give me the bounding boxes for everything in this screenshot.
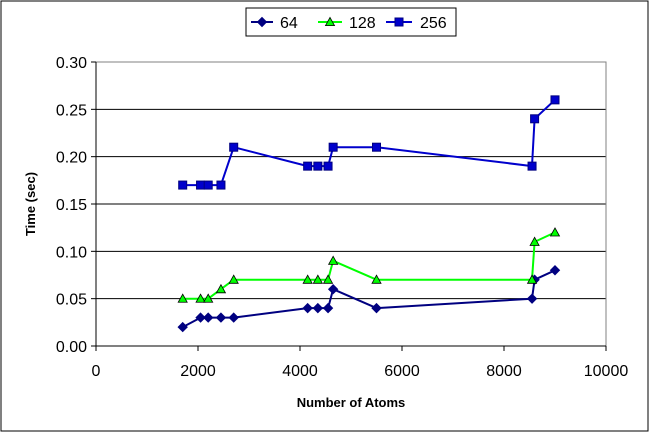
data-point-64	[371, 302, 382, 314]
data-point-64	[526, 293, 538, 304]
axes: 0.00 0.05 0.10 0.15 0.20 0.25 0.30 0 2000 4000 600…	[56, 55, 628, 380]
data-point-256	[303, 161, 313, 171]
data-point-128	[195, 293, 206, 303]
data-point-64	[302, 302, 313, 314]
legend-marker	[256, 16, 268, 28]
data-point-64	[312, 302, 324, 314]
legend: 64 128 256	[245, 7, 457, 37]
data-point-64	[202, 312, 214, 323]
data-point-128	[177, 293, 188, 303]
y-tick-label: 0.20	[56, 150, 87, 167]
y-tick-label: 0.25	[56, 102, 87, 119]
legend-label: 256	[420, 15, 447, 32]
data-point-256	[323, 161, 333, 171]
x-tick-label: 8000	[486, 363, 522, 380]
y-tick-label: 0.05	[56, 292, 87, 309]
data-point-128	[526, 274, 538, 284]
data-point-128	[529, 236, 540, 246]
data-point-256	[550, 95, 560, 105]
data-point-256	[372, 142, 381, 152]
data-point-64	[327, 283, 339, 295]
y-axis-title: Time (sec)	[23, 172, 38, 236]
data-point-64	[228, 312, 239, 323]
legend-item-64: 64	[251, 15, 298, 32]
data-point-64	[549, 265, 561, 276]
x-tick-label: 6000	[384, 363, 420, 380]
data-point-64	[177, 321, 188, 333]
data-point-256	[178, 180, 188, 190]
data-point-128	[371, 274, 382, 284]
data-point-128	[203, 293, 214, 303]
legend-items: 64 128 256	[251, 15, 447, 32]
data-point-128	[312, 274, 324, 284]
data-point-128	[549, 227, 561, 237]
data-point-64	[322, 302, 334, 314]
data-point-256	[328, 142, 338, 152]
legend-box	[245, 7, 457, 37]
legend-item-128: 128	[318, 15, 376, 32]
data-point-128	[215, 283, 227, 294]
legend-marker	[324, 16, 336, 27]
data-point-256	[196, 180, 206, 190]
x-axis-title: Number of Atoms	[297, 395, 406, 410]
data-point-256	[530, 114, 540, 124]
series-64	[177, 265, 561, 333]
data-point-64	[215, 312, 227, 323]
legend-label: 128	[349, 15, 376, 32]
x-tick-label: 2000	[180, 363, 216, 380]
data-point-128	[228, 274, 239, 284]
y-tick-label: 0.00	[56, 339, 87, 356]
data-point-256	[216, 180, 226, 190]
y-tick-label: 0.10	[56, 244, 87, 261]
data-point-64	[195, 312, 206, 323]
data-point-256	[527, 161, 537, 171]
y-tick-label: 0.15	[56, 197, 87, 214]
legend-marker	[394, 17, 404, 27]
y-tick-label: 0.30	[56, 55, 87, 72]
data-point-256	[229, 142, 239, 152]
data-point-256	[313, 161, 323, 171]
legend-item-256: 256	[386, 15, 447, 32]
x-tick-label: 0	[92, 363, 101, 380]
data-point-128	[327, 255, 339, 265]
legend-label: 64	[280, 15, 298, 32]
data-point-256	[203, 180, 213, 190]
data-point-128	[322, 274, 334, 284]
x-tick-label: 10000	[584, 363, 629, 380]
x-tick-label: 4000	[282, 363, 318, 380]
series-layer	[177, 95, 561, 333]
data-point-128	[302, 274, 313, 284]
series-256	[178, 95, 560, 190]
series-128	[177, 227, 561, 303]
